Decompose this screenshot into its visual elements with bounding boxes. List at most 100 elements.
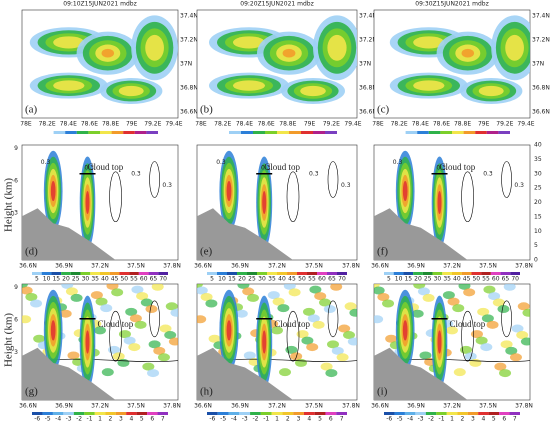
field-area (347, 337, 357, 346)
colorbar-label: -3 (418, 416, 424, 423)
field-area (306, 343, 319, 352)
field-area (290, 352, 303, 361)
colorbar-cell (317, 272, 327, 275)
contour-label: 0.3 (261, 165, 271, 172)
field-area (111, 288, 124, 297)
field-area (303, 307, 315, 316)
colorbar-cell (253, 131, 265, 134)
colorbar-label: 5 (387, 276, 391, 283)
plot-content (29, 15, 178, 104)
colorbar-cell (134, 131, 147, 134)
colorbar-label: 55 (308, 276, 316, 283)
colorbar-cell (129, 272, 139, 275)
x-tick-label: 37.8N (342, 403, 360, 410)
colorbar-cell (217, 412, 229, 415)
x-tick-label: 78.2E (391, 121, 408, 128)
field-area (452, 304, 465, 313)
x-tick-label: 36.9N (231, 263, 249, 270)
field-area (197, 284, 203, 288)
colorbar-cell (100, 131, 112, 134)
colorbar-cell (227, 272, 237, 275)
colorbar-cell (217, 272, 227, 275)
field-area (447, 297, 460, 306)
colorbar-label: 15 (52, 276, 60, 283)
field-area (500, 340, 513, 349)
field-area (145, 305, 158, 314)
plot-content (22, 150, 160, 260)
x-tick-label: 37.8N (163, 403, 181, 410)
x-tick-label: 37.8N (163, 263, 181, 270)
field-area (517, 302, 530, 311)
colorbar-label: -3 (66, 416, 72, 423)
colorbar-label: 45 (288, 276, 296, 283)
field-area (382, 299, 395, 308)
field-area (271, 326, 283, 335)
cloud-top-label: Cloud top (274, 319, 310, 329)
x-tick-label: 36.9N (407, 403, 425, 410)
colorbar-label: 20 (414, 276, 422, 283)
y2-tick-label: 0 (534, 257, 538, 264)
field-area (522, 308, 530, 317)
x-tick-label: 79.4E (517, 121, 534, 128)
field-area (419, 351, 432, 360)
field-area (106, 284, 119, 290)
colorbar-label: 25 (72, 276, 80, 283)
contour-label: 0.3 (393, 159, 403, 166)
cloud-top-label: Cloud top (450, 319, 486, 329)
colorbar-cell (119, 272, 130, 275)
colorbar-cell (157, 412, 168, 415)
y-tick-label: 37N (532, 61, 544, 68)
colorbar-label: -4 (55, 416, 61, 423)
panel: (c) 09:30Z15JUN2021 mdbz 37.4N 37.2N 37N 36.8… (372, 1, 550, 134)
colorbar-cell (478, 412, 489, 415)
field-area (464, 352, 477, 361)
field-area (267, 291, 280, 300)
field-area (475, 336, 488, 345)
field-area (411, 309, 424, 318)
x-tick-label: 79.2E (323, 121, 340, 128)
field-area (22, 315, 32, 324)
field-area (142, 362, 155, 371)
x-tick-label: 37.5N (305, 403, 323, 410)
field-area (129, 314, 142, 323)
colorbar-label: 60 (140, 276, 148, 283)
field-area (277, 304, 290, 313)
colorbar-cell (80, 272, 91, 275)
terrain (197, 347, 293, 400)
field-area (242, 287, 255, 296)
colorbar-label: 5 (318, 416, 322, 423)
x-tick-label: 78.4E (236, 121, 253, 128)
contour-line (149, 161, 160, 198)
panel-title: 09:20Z15JUN2021 mdbz (240, 1, 313, 8)
colorbar-cell (327, 272, 337, 275)
field-area (59, 309, 72, 318)
y2-tick-label: 40 (534, 142, 542, 149)
field-area (140, 298, 153, 307)
field-area (301, 336, 314, 345)
panel-label: (e) (200, 246, 213, 258)
colorbar-label: -2 (252, 416, 258, 423)
colorbar-label: 45 (463, 276, 471, 283)
field-area (377, 292, 390, 301)
colorbar-cell (126, 412, 137, 415)
field-area (330, 284, 343, 291)
reflectivity-area (101, 48, 115, 58)
colorbar-cell (303, 412, 315, 415)
colorbar-cell (250, 412, 261, 415)
colorbar-label: -2 (428, 416, 434, 423)
field-area (170, 308, 178, 317)
colorbar-label: -2 (76, 416, 82, 423)
field-area (494, 362, 507, 371)
colorbar-cell (239, 412, 251, 415)
terrain (374, 347, 468, 400)
colorbar-cell (229, 131, 241, 134)
colorbar-cell (436, 412, 447, 415)
colorbar-cell (271, 412, 283, 415)
colorbar-cell (457, 412, 468, 415)
reflectivity-area (402, 320, 408, 341)
panel-label: (i) (377, 386, 388, 398)
field-area (307, 314, 320, 323)
field-area (197, 286, 208, 295)
field-area (516, 331, 529, 340)
